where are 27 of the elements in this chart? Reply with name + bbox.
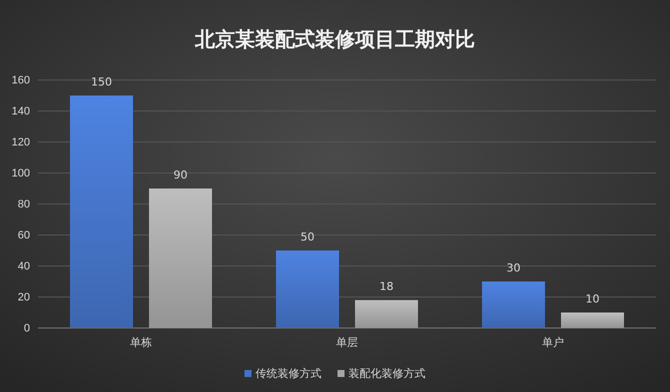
data-label: 50 [300, 230, 314, 244]
bar [70, 96, 133, 328]
y-tick-label: 20 [18, 292, 30, 304]
y-tick-label: 140 [12, 106, 30, 118]
legend-label: 装配化装修方式 [348, 367, 426, 380]
data-label: 90 [174, 168, 188, 182]
y-tick-label: 160 [12, 74, 30, 87]
bar [482, 282, 545, 328]
y-tick-label: 40 [18, 260, 30, 273]
legend-label: 传统装修方式 [256, 367, 322, 380]
data-label: 150 [91, 76, 112, 88]
x-tick-label: 单层 [336, 336, 358, 349]
data-label: 18 [380, 280, 394, 294]
data-label: 30 [506, 262, 520, 274]
bar [355, 300, 418, 328]
bar [149, 188, 212, 328]
y-tick-label: 60 [18, 230, 30, 242]
data-label: 10 [586, 292, 600, 306]
y-tick-label: 120 [12, 136, 30, 149]
chart-title: 北京某装配式装修项目工期对比 [194, 27, 475, 51]
y-tick-label: 0 [24, 322, 30, 335]
y-tick-label: 100 [12, 168, 30, 180]
bar [276, 250, 339, 328]
x-tick-label: 单户 [542, 336, 564, 349]
bar [561, 312, 624, 328]
x-tick-label: 单栋 [130, 336, 152, 349]
y-tick-label: 80 [18, 198, 30, 211]
